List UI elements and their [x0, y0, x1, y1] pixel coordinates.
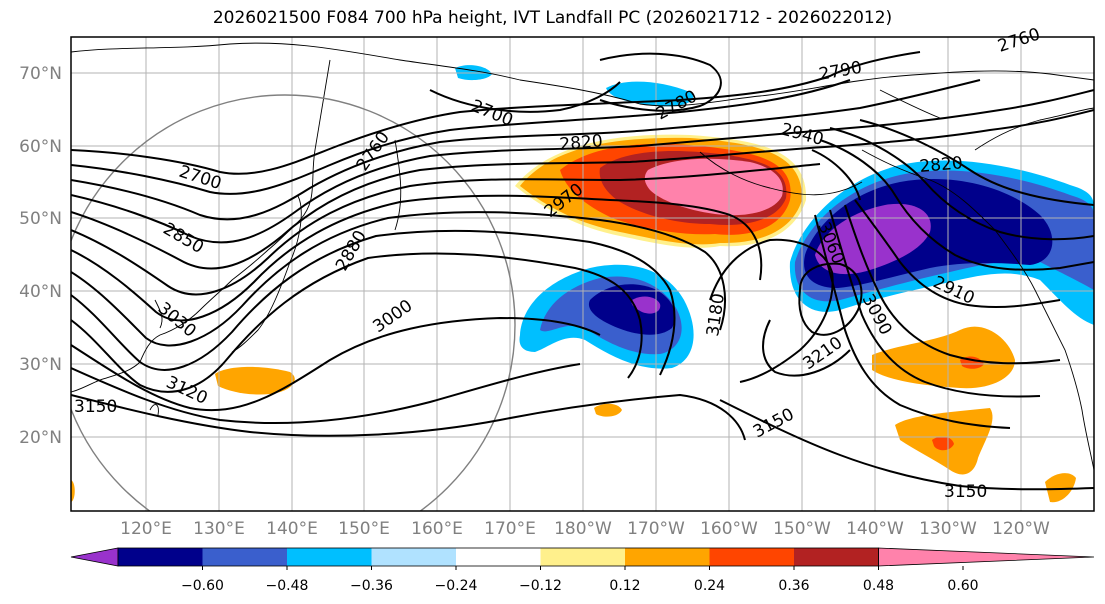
lon-tick-label: 150°E [338, 519, 390, 539]
lat-tick-label: 60°N [19, 137, 62, 157]
colorbar-segment [202, 548, 288, 566]
height-contours [71, 51, 1094, 491]
colorbar-segment [625, 548, 710, 566]
colorbar-segment [371, 548, 457, 566]
colorbar [70, 547, 1095, 567]
colorbar-tick-label: −0.12 [519, 578, 562, 594]
lat-tick-label: 40°N [19, 282, 62, 302]
lon-tick-label: 160°W [700, 519, 758, 539]
contour-label: 2760 [353, 128, 394, 175]
positive-anomaly-gulf-alaska-5 [644, 158, 783, 216]
colorbar-tick-label: 0.48 [863, 578, 894, 594]
contour-label: 2820 [919, 153, 964, 177]
colorbar-tick-label: 0.24 [694, 578, 725, 594]
positive-anomaly-southwest [71, 480, 75, 502]
lon-tick-label: 120°E [120, 519, 172, 539]
positive-anomaly-hawaii-ne [872, 326, 1015, 389]
positive-anomaly-small [594, 403, 622, 417]
colorbar-tick-label: −0.48 [266, 578, 309, 594]
colorbar-max-extend [878, 547, 1095, 567]
colorbar-segment [118, 548, 203, 566]
colorbar-tick-label: 0.12 [609, 578, 640, 594]
colorbar-ticks: −0.60 −0.48 −0.36 −0.24 −0.12 0.12 0.24 0.36 0.4… [181, 566, 979, 594]
colorbar-tick-label: 0.36 [778, 578, 809, 594]
longitude-axis: 120°E 130°E 140°E 150°E 160°E 170°E 180°W 170°W… [120, 519, 1050, 539]
map-frame [70, 36, 1095, 512]
colorbar-segment [456, 548, 541, 566]
radius-circle [71, 94, 516, 511]
contour-label: 3000 [369, 296, 416, 337]
contour-label: 3090 [858, 291, 896, 339]
lon-tick-label: 180°W [554, 519, 612, 539]
lon-tick-label: 130°W [919, 519, 977, 539]
latitude-axis: 70°N 60°N 50°N 40°N 30°N 20°N [19, 64, 62, 448]
lon-tick-label: 160°E [411, 519, 463, 539]
colorbar-min-extend [70, 547, 119, 567]
contour-label: 3150 [944, 482, 987, 502]
colorbar-tick-label: 0.60 [947, 578, 978, 594]
colorbar-tick-label: −0.36 [350, 578, 393, 594]
lat-tick-label: 70°N [19, 64, 62, 84]
lon-tick-label: 120°W [992, 519, 1050, 539]
colorbar-segment [287, 548, 372, 566]
negative-anomaly-central-pacific-4 [631, 296, 661, 314]
graticule [71, 37, 1094, 511]
colorbar-segment [540, 548, 626, 566]
map-title: 2026021500 F084 700 hPa height, IVT Land… [212, 8, 893, 28]
colorbar-segment [794, 548, 879, 566]
negative-anomaly-central-pacific-3 [588, 284, 676, 335]
colorbar-tick-label: −0.60 [181, 578, 224, 594]
lon-tick-label: 170°W [627, 519, 685, 539]
lon-tick-label: 130°E [193, 519, 245, 539]
contour-label: 2820 [559, 131, 604, 155]
lon-tick-label: 170°E [484, 519, 536, 539]
lat-tick-label: 30°N [19, 355, 62, 375]
lon-tick-label: 140°E [266, 519, 318, 539]
lon-tick-label: 150°W [773, 519, 831, 539]
contour-label: 2760 [995, 24, 1042, 56]
colorbar-tick-label: −0.24 [435, 578, 478, 594]
contour-label: 3120 [163, 372, 211, 408]
ivt-shading [71, 65, 1094, 503]
lon-tick-label: 140°W [846, 519, 904, 539]
lat-tick-label: 20°N [19, 428, 62, 448]
positive-anomaly-east-china-sea [215, 366, 295, 395]
contour-label: 3180 [703, 292, 729, 338]
positive-anomaly-southeast [1045, 473, 1076, 503]
lat-tick-label: 50°N [19, 209, 62, 229]
colorbar-segment [709, 548, 795, 566]
contour-label: 3150 [74, 397, 117, 417]
